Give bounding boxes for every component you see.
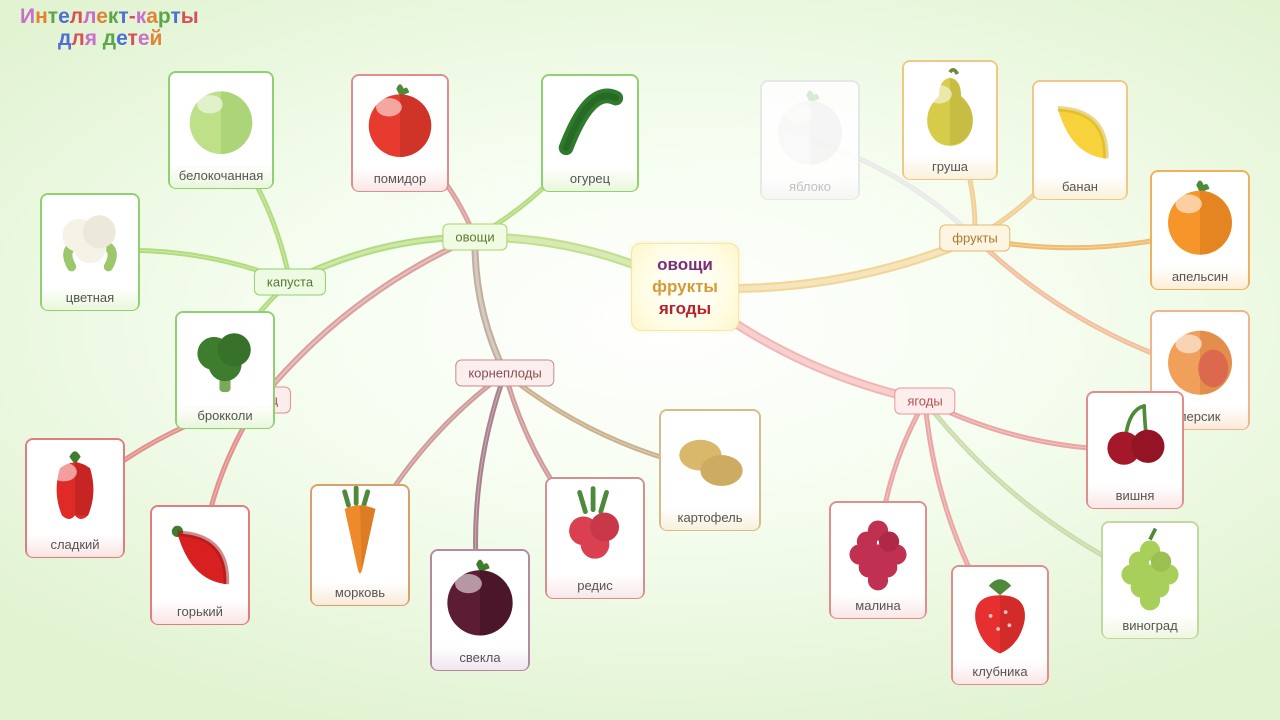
node-label: цветная	[42, 287, 138, 310]
tomato-icon	[353, 76, 447, 168]
node-label: картофель	[661, 507, 759, 530]
node-label: груша	[904, 156, 996, 179]
pepper-bell-icon	[27, 440, 123, 534]
node-label: горький	[152, 601, 248, 624]
node-label: помидор	[353, 168, 447, 191]
grapes-icon	[1103, 523, 1197, 615]
node-label: малина	[831, 595, 925, 618]
node-label: апельсин	[1152, 266, 1248, 289]
node-vinograd: виноград	[1101, 521, 1199, 639]
node-label: клубника	[953, 661, 1047, 684]
node-ogurets: огурец	[541, 74, 639, 192]
hub-ovoshchi: овощи	[442, 224, 507, 251]
cherry-icon	[1088, 393, 1182, 485]
node-pomidor: помидор	[351, 74, 449, 192]
beet-icon	[432, 551, 528, 647]
strawberry-icon	[953, 567, 1047, 661]
node-klubnika: клубника	[951, 565, 1049, 685]
node-label: сладкий	[27, 534, 123, 557]
chili-icon	[152, 507, 248, 601]
node-label: редис	[547, 575, 643, 598]
hub-korneplody: корнеплоды	[455, 360, 554, 387]
center-line: фрукты	[652, 276, 718, 298]
node-redis: редис	[545, 477, 645, 599]
cauliflower-icon	[42, 195, 138, 287]
center-line: овощи	[652, 254, 718, 276]
broccoli-icon	[177, 313, 273, 405]
node-morkov: морковь	[310, 484, 410, 606]
cabbage-icon	[170, 73, 272, 165]
pear-icon	[904, 62, 996, 156]
node-grusha: груша	[902, 60, 998, 180]
node-vishnya: вишня	[1086, 391, 1184, 509]
node-label: огурец	[543, 168, 637, 191]
node-label: свекла	[432, 647, 528, 670]
hub-yagody: ягоды	[894, 388, 955, 415]
node-banan: банан	[1032, 80, 1128, 200]
radish-icon	[547, 479, 643, 575]
carrot-icon	[312, 486, 408, 582]
node-malina: малина	[829, 501, 927, 619]
node-label: брокколи	[177, 405, 273, 428]
node-gorkiy: горький	[150, 505, 250, 625]
cucumber-icon	[543, 76, 637, 168]
node-label: вишня	[1088, 485, 1182, 508]
center-node: овощифруктыягоды	[631, 243, 739, 331]
node-svekla: свекла	[430, 549, 530, 671]
node-tsvetnaya: цветная	[40, 193, 140, 311]
node-yabloko: яблоко	[760, 80, 860, 200]
node-brokkoli: брокколи	[175, 311, 275, 429]
raspberry-icon	[831, 503, 925, 595]
node-label: белокочанная	[170, 165, 272, 188]
orange-icon	[1152, 172, 1248, 266]
center-line: ягоды	[652, 298, 718, 320]
banana-icon	[1034, 82, 1126, 176]
hub-frukty: фрукты	[939, 225, 1010, 252]
node-label: банан	[1034, 176, 1126, 199]
mindmap-canvas: Интеллект-картыдля детей овощифруктыягод…	[0, 0, 1280, 720]
node-label: виноград	[1103, 615, 1197, 638]
node-kartofel: картофель	[659, 409, 761, 531]
node-label: яблоко	[762, 176, 858, 199]
node-sladkiy: сладкий	[25, 438, 125, 558]
potato-icon	[661, 411, 759, 507]
node-apelsin: апельсин	[1150, 170, 1250, 290]
node-belokochannaya: белокочанная	[168, 71, 274, 189]
node-label: морковь	[312, 582, 408, 605]
page-title: Интеллект-картыдля детей	[20, 6, 199, 50]
apple-icon	[762, 82, 858, 176]
hub-kapusta: капуста	[254, 269, 326, 296]
